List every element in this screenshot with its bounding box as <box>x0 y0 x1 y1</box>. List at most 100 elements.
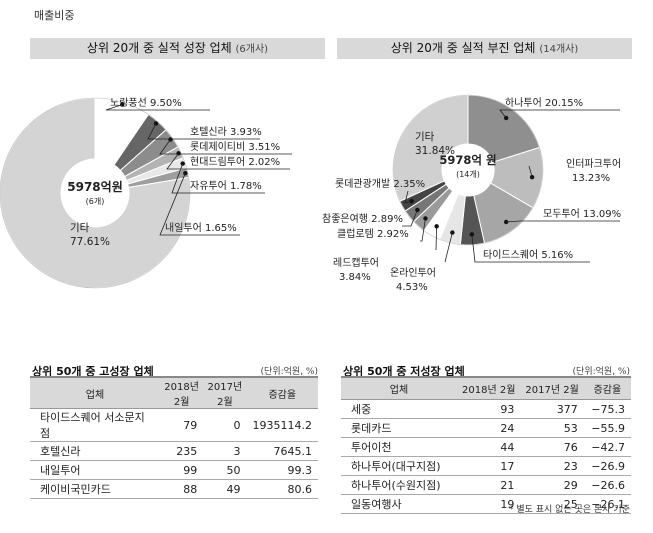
table-row: 내일투어 99 50 99.3 <box>30 460 318 480</box>
company-cell: 호텔신라 <box>30 441 160 461</box>
slice-label-name: 온라인투어 <box>390 267 436 279</box>
leader-line <box>471 234 590 263</box>
value-cell: 29 <box>520 475 584 495</box>
value-cell: 49 <box>203 479 247 499</box>
slice-label: 모두투어 13.09% <box>543 208 621 220</box>
slice-label: 내일투어 1.65% <box>165 222 237 234</box>
company-cell: 타이드스퀘어 서소문지점 <box>30 408 160 442</box>
table-row: 일동여행사 19 25 −26.1 <box>341 494 631 514</box>
high-growth-title: 상위 50개 중 고성장 업체 <box>32 365 154 378</box>
table-row: 호텔신라 235 3 7645.1 <box>30 441 318 461</box>
leader-line <box>499 109 620 119</box>
value-cell: 19 <box>457 494 521 514</box>
leader-line <box>528 165 533 178</box>
value-cell: 50 <box>203 460 247 480</box>
value-cell: 7645.1 <box>246 441 318 461</box>
company-cell: 일동여행사 <box>341 494 457 514</box>
leader-line <box>404 190 412 204</box>
slice-label: 자유투어 1.78% <box>190 180 262 192</box>
leader-line <box>147 123 260 140</box>
slice-label-value: 4.53% <box>396 282 428 293</box>
company-cell: 케이비국민카드 <box>30 479 160 499</box>
value-cell: 76 <box>520 437 584 457</box>
slice-label-value: 3.84% <box>339 272 371 283</box>
slice-label-name: 기타 <box>70 222 90 234</box>
table-row: 하나투어(대구지점) 17 23 −26.9 <box>341 456 631 476</box>
donut-charts: 노랑풍선 9.50% 호텔신라 3.93% 롯데제이티비 3.51% 현대드림투어 2… <box>0 94 621 293</box>
leader-line <box>159 173 240 236</box>
high-growth-unit: (단위:억원, %) <box>260 367 318 377</box>
leader-line <box>159 139 292 155</box>
value-cell: 0 <box>203 408 247 442</box>
col-2018-feb: 2018년 2월 <box>457 376 521 400</box>
leader-line <box>506 220 620 223</box>
value-cell: 17 <box>457 456 521 476</box>
value-cell: 88 <box>160 479 204 499</box>
slice-label: 하나투어 20.15% <box>505 96 583 109</box>
donut-center-value: 5978억원 <box>67 180 122 194</box>
slice-label-name: 인터파크투어 <box>566 158 621 170</box>
high-growth-table: 업체 2018년 2월 2017년 2월 증감율 타이드스퀘어 서소문지점 79 0… <box>30 376 318 499</box>
leader-line <box>420 218 426 242</box>
company-cell: 하나투어(수원지점) <box>341 475 457 495</box>
slice-label: 클럽로템 2.92% <box>337 228 409 240</box>
value-cell: −26.9 <box>583 456 631 476</box>
low-growth-table: 업체 2018년 2월 2017년 2월 증감율 세중 93 377 −75.3 롯데카… <box>341 376 631 514</box>
leader-line <box>402 209 418 227</box>
slice-label: 롯데관광개발 2.35% <box>335 178 425 190</box>
slice-label-value: 77.61% <box>70 236 110 248</box>
footnote: * 별도 표시 없는 곳은 본사 기준 <box>508 505 630 515</box>
company-cell: 세중 <box>341 399 457 419</box>
company-cell: 투어이천 <box>341 437 457 457</box>
table-row: 하나투어(수원지점) 21 29 −26.6 <box>341 475 631 495</box>
company-cell: 내일투어 <box>30 460 160 480</box>
donut-center-count: (6개) <box>86 196 105 206</box>
leader-line <box>105 104 210 111</box>
company-cell: 롯데카드 <box>341 418 457 438</box>
value-cell: 99 <box>160 460 204 480</box>
slice-label-name: 레드캡투어 <box>333 257 379 269</box>
value-cell: 1935114.2 <box>246 408 318 442</box>
value-cell: 44 <box>457 437 521 457</box>
value-cell: 3 <box>203 441 247 461</box>
slice-label-value: 31.84% <box>415 145 455 157</box>
left-donut-chart: 노랑풍선 9.50% 호텔신라 3.93% 롯데제이티비 3.51% 현대드림투어 2… <box>0 97 292 289</box>
low-growth-title: 상위 50개 중 저성장 업체 <box>343 365 465 378</box>
slice-marker <box>503 219 509 225</box>
table-row: 타이드스퀘어 서소문지점 79 0 1935114.2 <box>30 408 318 442</box>
table-row: 롯데카드 24 53 −55.9 <box>341 418 631 438</box>
slice-label-name: 기타 <box>415 131 435 143</box>
value-cell: −26.1 <box>583 494 631 514</box>
slice-label: 참좋은여행 2.89% <box>322 213 403 225</box>
col-2018-feb: 2018년 2월 <box>160 376 204 409</box>
value-cell: 21 <box>457 475 521 495</box>
donut-outline <box>392 94 544 246</box>
col-2017-feb: 2017년 2월 <box>203 376 247 409</box>
slice-label: 롯데제이티비 3.51% <box>190 141 280 153</box>
left-panel-subtitle: (6개사) <box>235 44 269 55</box>
table-row: 케이비국민카드 88 49 80.6 <box>30 479 318 499</box>
company-cell: 하나투어(대구지점) <box>341 456 457 476</box>
slice-marker <box>469 232 475 237</box>
slice-label: 타이드스퀘어 5.16% <box>483 249 573 261</box>
value-cell: 235 <box>160 441 204 461</box>
donut-center-count: (14개) <box>456 169 480 179</box>
slice-label: 노랑풍선 9.50% <box>110 97 182 109</box>
table-row: 세중 93 377 −75.3 <box>341 399 631 419</box>
col-company: 업체 <box>341 376 457 400</box>
value-cell: −42.7 <box>583 437 631 457</box>
donut-center-value: 5978억 원 <box>439 153 496 167</box>
col-change-rate: 증감율 <box>246 376 318 409</box>
leader-line <box>444 232 453 263</box>
left-panel-header: 상위 20개 중 실적 성장 업체 (6개사) <box>30 38 325 59</box>
right-panel-header: 상위 20개 중 실적 부진 업체 (14개사) <box>337 38 632 59</box>
value-cell: −75.3 <box>583 399 631 419</box>
value-cell: 377 <box>520 399 584 419</box>
col-change-rate: 증감율 <box>583 376 631 400</box>
value-cell: 53 <box>520 418 584 438</box>
col-company: 업체 <box>30 376 160 409</box>
right-panel-subtitle: (14개사) <box>539 44 579 55</box>
value-cell: 25 <box>520 494 584 514</box>
value-cell: 79 <box>160 408 204 442</box>
value-cell: 23 <box>520 456 584 476</box>
